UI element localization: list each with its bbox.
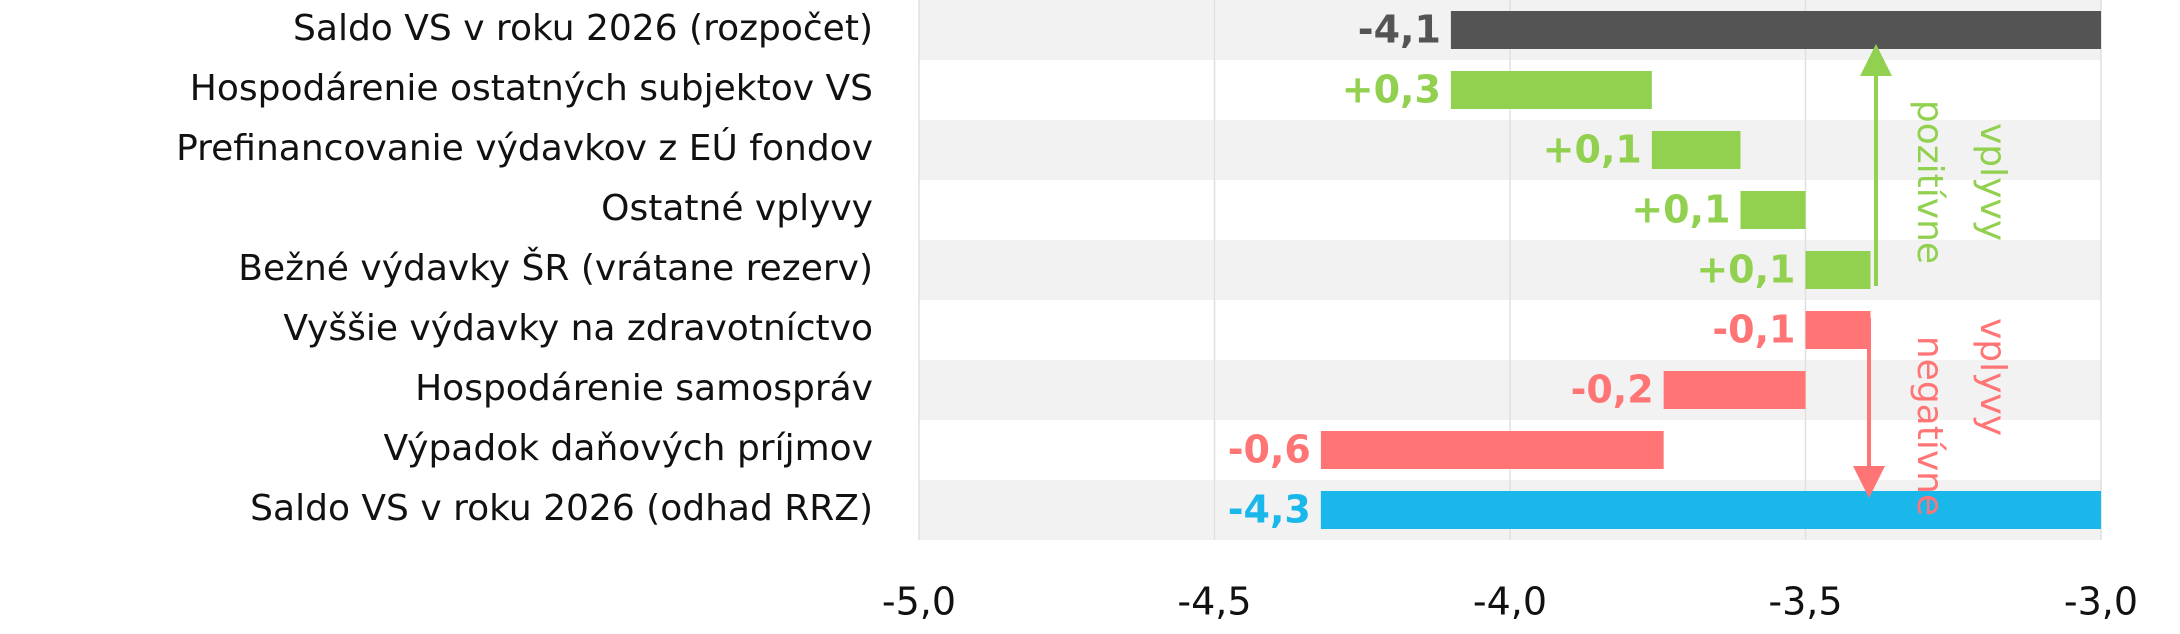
bar bbox=[1450, 71, 1652, 109]
value-label: -0,2 bbox=[1571, 368, 1654, 412]
bars bbox=[1320, 11, 2101, 529]
x-tick-label: -3,5 bbox=[1768, 580, 1842, 624]
category-label: Bežné výdavky ŠR (vrátane rezerv) bbox=[238, 247, 873, 289]
category-label: Prefinancovanie výdavkov z EÚ fondov bbox=[176, 127, 873, 169]
category-label: Hospodárenie samospráv bbox=[415, 368, 873, 409]
bar bbox=[1320, 431, 1664, 469]
x-tick-label: -3,0 bbox=[2064, 580, 2138, 624]
bar bbox=[1320, 491, 2101, 529]
x-tick-label: -4,0 bbox=[1473, 580, 1547, 624]
annotation: negatívne bbox=[1909, 336, 1950, 516]
value-label: -0,1 bbox=[1712, 308, 1795, 352]
bar bbox=[1805, 251, 1871, 289]
category-label: Vyššie výdavky na zdravotníctvo bbox=[283, 308, 873, 349]
value-label: -4,1 bbox=[1358, 8, 1441, 52]
bar bbox=[1805, 311, 1871, 349]
annotation: pozitívne bbox=[1909, 100, 1950, 264]
bar bbox=[1651, 131, 1741, 169]
category-label: Výpadok daňových príjmov bbox=[383, 428, 873, 469]
value-label: -0,6 bbox=[1228, 428, 1311, 472]
value-label: +0,1 bbox=[1631, 188, 1730, 232]
value-label: +0,1 bbox=[1543, 128, 1642, 172]
category-label: Saldo VS v roku 2026 (rozpočet) bbox=[293, 8, 873, 49]
x-tick-label: -4,5 bbox=[1177, 580, 1251, 624]
annotation: vplyvy bbox=[1972, 318, 2013, 436]
bar bbox=[1740, 191, 1806, 229]
value-label: +0,3 bbox=[1342, 68, 1441, 112]
category-label: Saldo VS v roku 2026 (odhad RRZ) bbox=[250, 488, 873, 529]
bar bbox=[1450, 11, 2101, 49]
category-label: Hospodárenie ostatných subjektov VS bbox=[190, 68, 873, 109]
value-label: -4,3 bbox=[1228, 488, 1311, 532]
x-tick-label: -5,0 bbox=[882, 580, 956, 624]
annotation: vplyvy bbox=[1972, 123, 2013, 241]
value-label: +0,1 bbox=[1696, 248, 1795, 292]
bar bbox=[1663, 371, 1806, 409]
category-label: Ostatné vplyvy bbox=[601, 188, 873, 229]
